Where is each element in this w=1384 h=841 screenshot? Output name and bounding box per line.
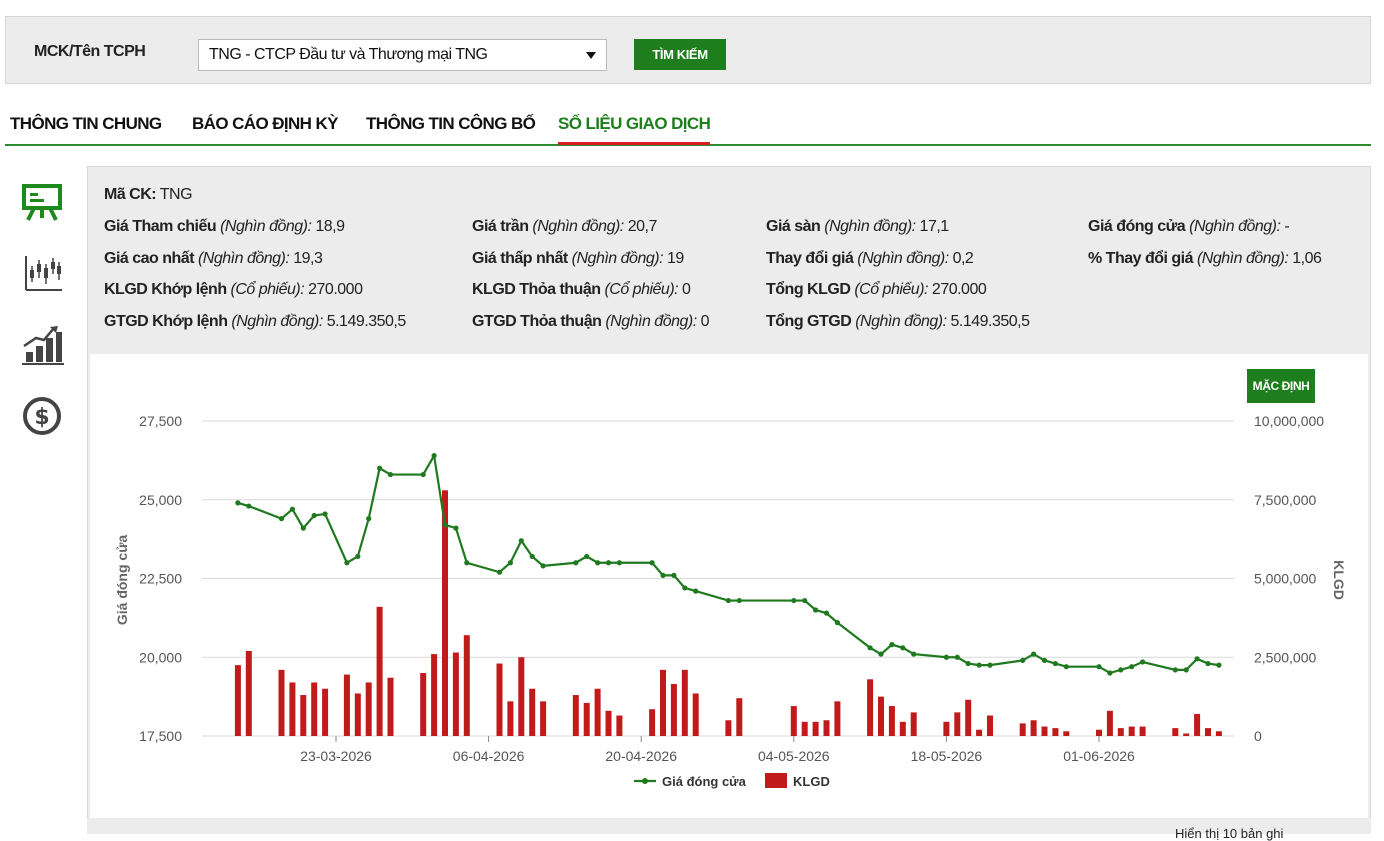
info-field-value: 5.149.350,5 — [946, 313, 1030, 330]
info-field-value: 270.000 — [304, 281, 363, 298]
info-field-unit: (Cổ phiếu): — [230, 281, 305, 298]
info-field: KLGD Khớp lệnh (Cổ phiếu): 270.000 — [104, 281, 363, 299]
info-field-label: Tổng GTGD — [766, 313, 856, 330]
info-field: Giá thấp nhất (Nghìn đồng): 19 — [472, 250, 684, 268]
info-field-unit: (Nghìn đồng): — [824, 218, 916, 235]
company-select-value: TNG - CTCP Đầu tư và Thương mại TNG — [209, 46, 488, 63]
tab-bar: THÔNG TIN CHUNG BÁO CÁO ĐỊNH KỲ THÔNG TI… — [5, 108, 1371, 146]
info-field: Giá sàn (Nghìn đồng): 17,1 — [766, 218, 949, 236]
info-field: Tổng GTGD (Nghìn đồng): 5.149.350,5 — [766, 313, 1030, 331]
info-field-value: 0 — [696, 313, 710, 330]
info-field-value: - — [1280, 218, 1290, 235]
info-field-label: Thay đổi giá — [766, 250, 858, 267]
info-field-unit: (Nghìn đồng): — [220, 218, 312, 235]
search-label: MCK/Tên TCPH — [34, 43, 146, 60]
info-field: Giá cao nhất (Nghìn đồng): 19,3 — [104, 250, 323, 268]
info-field: GTGD Khớp lệnh (Nghìn đồng): 5.149.350,5 — [104, 313, 406, 331]
company-select[interactable]: TNG - CTCP Đầu tư và Thương mại TNG — [198, 39, 607, 71]
info-field: Giá đóng cửa (Nghìn đồng): - — [1088, 218, 1290, 236]
info-field-unit: (Nghìn đồng): — [231, 313, 323, 330]
reset-default-button[interactable]: MẶC ĐỊNH — [1247, 369, 1315, 403]
info-field-value: 19,3 — [289, 250, 323, 267]
info-field-label: KLGD Khớp lệnh — [104, 281, 231, 298]
info-field: Giá trần (Nghìn đồng): 20,7 — [472, 218, 657, 236]
tab-general-info[interactable]: THÔNG TIN CHUNG — [10, 114, 162, 133]
info-field-unit: (Cổ phiếu): — [854, 281, 928, 298]
info-field-unit: (Nghìn đồng): — [571, 250, 664, 267]
info-field-label: GTGD Thỏa thuận — [472, 313, 606, 330]
info-field-label: Giá sàn — [766, 218, 825, 235]
info-field-value: 20,7 — [623, 218, 658, 235]
info-field-value: 0,2 — [948, 250, 974, 267]
info-field-value: 18,9 — [311, 218, 345, 235]
search-bar: MCK/Tên TCPH TNG - CTCP Đầu tư và Thương… — [5, 16, 1371, 84]
info-field-label: GTGD Khớp lệnh — [104, 313, 232, 330]
svg-text:$: $ — [34, 405, 49, 430]
info-field-label: Giá cao nhất — [104, 250, 198, 267]
chevron-down-icon — [586, 52, 596, 59]
info-field-value: 5.149.350,5 — [322, 313, 407, 330]
info-field-label: % Thay đổi giá — [1088, 250, 1197, 267]
growth-bar-chart-icon[interactable] — [20, 324, 64, 368]
info-field: KLGD Thỏa thuận (Cổ phiếu): 0 — [472, 281, 691, 299]
stock-code-line: Mã CK: TNG — [104, 186, 193, 204]
info-field-label: Giá Tham chiếu — [104, 218, 221, 235]
info-field-unit: (Nghìn đồng): — [857, 250, 949, 267]
info-field-value: 1,06 — [1288, 250, 1322, 267]
info-field: Giá Tham chiếu (Nghìn đồng): 18,9 — [104, 218, 345, 236]
info-field-unit: (Nghìn đồng): — [532, 218, 624, 235]
info-field-label: Giá đóng cửa — [1088, 218, 1190, 235]
dollar-coin-icon[interactable]: $ — [20, 394, 64, 438]
info-field-value: 19 — [663, 250, 684, 267]
presentation-board-icon[interactable] — [20, 180, 64, 224]
info-field-label: Giá thấp nhất — [472, 250, 572, 267]
info-field-unit: (Nghìn đồng): — [605, 313, 697, 330]
info-field-label: Giá trần — [472, 218, 533, 235]
info-field: GTGD Thỏa thuận (Nghìn đồng): 0 — [472, 313, 710, 331]
info-field-value: 17,1 — [915, 218, 950, 235]
stock-code-label: Mã CK: — [104, 186, 157, 203]
info-field-unit: (Nghìn đồng): — [1189, 218, 1281, 235]
info-field-value: 270.000 — [927, 281, 987, 298]
info-field-label: KLGD Thỏa thuận — [472, 281, 605, 298]
info-field: Thay đổi giá (Nghìn đồng): 0,2 — [766, 250, 974, 268]
footer-strip — [87, 818, 1371, 834]
info-field-unit: (Nghìn đồng): — [197, 250, 290, 267]
info-field-unit: (Nghìn đồng): — [855, 313, 947, 330]
info-field-unit: (Nghìn đồng): — [1196, 250, 1289, 267]
tab-trading-data[interactable]: SỐ LIỆU GIAO DỊCH — [558, 114, 711, 145]
info-field: % Thay đổi giá (Nghìn đồng): 1,06 — [1088, 250, 1322, 268]
tab-disclosures[interactable]: THÔNG TIN CÔNG BỐ — [366, 114, 536, 133]
chart-area — [90, 354, 1368, 818]
info-field-unit: (Cổ phiếu): — [604, 281, 679, 298]
info-field-label: Tổng KLGD — [766, 281, 855, 298]
tab-periodic-reports[interactable]: BÁO CÁO ĐỊNH KỲ — [192, 114, 339, 133]
candlestick-chart-icon[interactable] — [20, 252, 64, 296]
stock-code-value: TNG — [159, 186, 193, 203]
search-button[interactable]: TÌM KIẾM — [634, 39, 726, 70]
info-field-value: 0 — [678, 281, 691, 298]
info-field: Tổng KLGD (Cổ phiếu): 270.000 — [766, 281, 987, 299]
